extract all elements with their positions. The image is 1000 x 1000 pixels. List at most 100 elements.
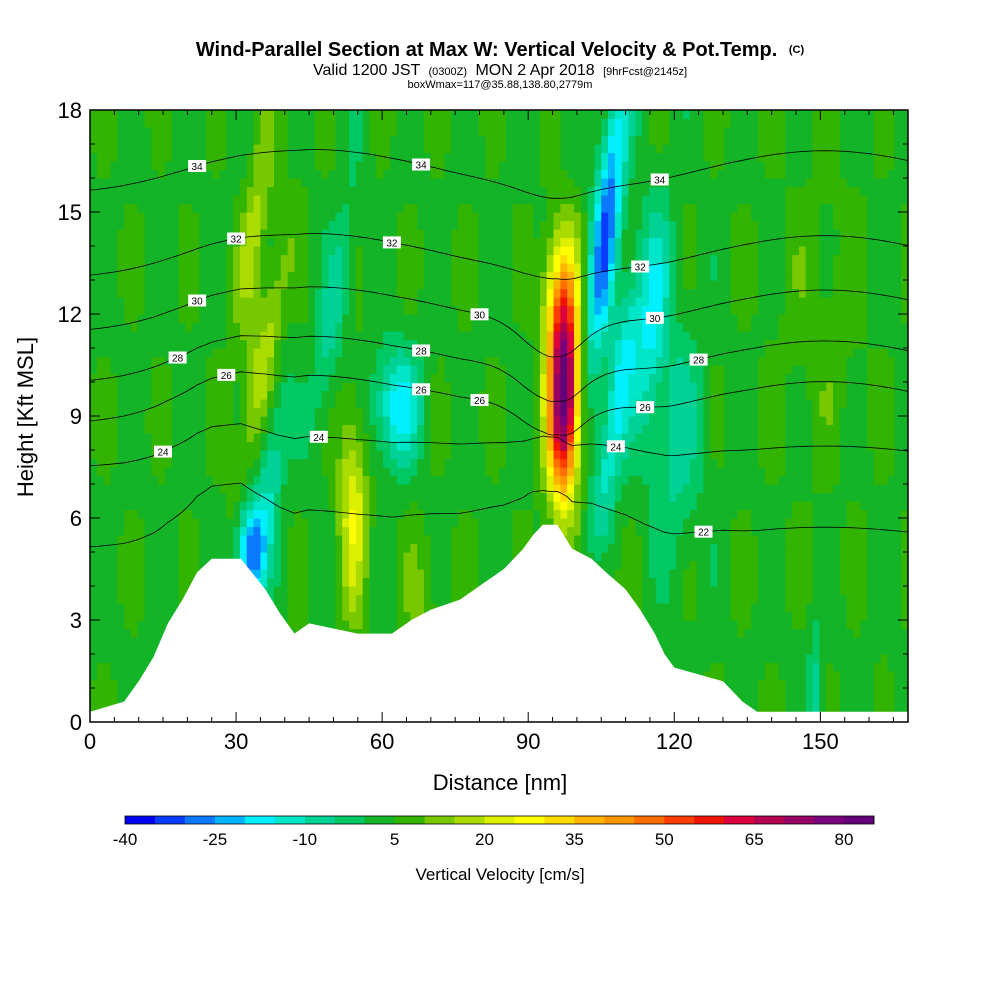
velocity-cell	[471, 365, 480, 375]
velocity-cell	[430, 186, 439, 196]
velocity-cell	[444, 254, 452, 264]
velocity-cell	[485, 127, 493, 137]
velocity-cell	[410, 118, 418, 128]
velocity-cell	[417, 552, 425, 562]
velocity-cell	[362, 365, 371, 375]
velocity-cell	[117, 246, 125, 256]
velocity-cell	[124, 229, 132, 239]
velocity-cell	[90, 169, 98, 179]
velocity-cell	[110, 263, 118, 273]
velocity-cell	[478, 280, 486, 290]
velocity-cell	[144, 645, 152, 655]
velocity-cell	[144, 611, 152, 621]
velocity-cell	[362, 458, 371, 468]
velocity-cell	[430, 501, 439, 511]
velocity-cell	[335, 407, 343, 417]
velocity-cell	[280, 127, 289, 137]
velocity-cell	[212, 135, 221, 145]
velocity-cell	[301, 135, 309, 145]
velocity-cell	[287, 237, 296, 247]
velocity-cell	[219, 416, 227, 426]
velocity-cell	[301, 280, 309, 290]
velocity-cell	[342, 356, 350, 366]
velocity-cell	[130, 314, 139, 324]
velocity-cell	[444, 501, 452, 511]
velocity-cell	[328, 552, 336, 562]
velocity-cell	[492, 526, 500, 536]
velocity-cell	[287, 492, 296, 502]
velocity-cell	[103, 348, 112, 358]
velocity-cell	[424, 594, 432, 604]
velocity-cell	[294, 399, 302, 409]
velocity-cell	[383, 509, 391, 519]
velocity-cell	[512, 373, 521, 383]
velocity-cell	[369, 586, 377, 596]
velocity-cell	[546, 492, 555, 502]
velocity-cell	[233, 424, 241, 434]
velocity-cell	[199, 526, 207, 536]
velocity-cell	[274, 203, 282, 213]
velocity-cell	[335, 603, 343, 613]
velocity-cell	[280, 433, 289, 443]
velocity-cell	[505, 280, 514, 290]
velocity-cell	[294, 433, 302, 443]
velocity-cell	[103, 594, 112, 604]
velocity-cell	[349, 518, 357, 528]
velocity-cell	[171, 365, 180, 375]
velocity-cell	[171, 271, 180, 281]
velocity-cell	[526, 339, 534, 349]
velocity-cell	[526, 152, 534, 162]
velocity-cell	[321, 390, 330, 400]
velocity-cell	[342, 390, 350, 400]
velocity-cell	[137, 144, 146, 154]
velocity-cell	[512, 135, 521, 145]
velocity-cell	[499, 458, 507, 468]
velocity-cell	[171, 246, 180, 256]
velocity-cell	[533, 220, 541, 230]
velocity-cell	[403, 348, 411, 358]
velocity-cell	[321, 535, 330, 545]
velocity-cell	[403, 509, 411, 519]
velocity-cell	[117, 322, 125, 332]
velocity-cell	[185, 492, 193, 502]
velocity-cell	[226, 492, 234, 502]
velocity-cell	[205, 280, 214, 290]
velocity-cell	[267, 254, 275, 264]
velocity-cell	[464, 144, 473, 154]
velocity-cell	[342, 594, 350, 604]
velocity-cell	[369, 212, 377, 222]
velocity-cell	[219, 135, 227, 145]
velocity-cell	[301, 424, 309, 434]
velocity-cell	[471, 348, 480, 358]
velocity-cell	[383, 365, 391, 375]
velocity-cell	[205, 195, 214, 205]
velocity-cell	[512, 390, 521, 400]
velocity-cell	[342, 161, 350, 171]
velocity-cell	[178, 458, 187, 468]
velocity-cell	[492, 552, 500, 562]
velocity-cell	[117, 169, 125, 179]
velocity-cell	[471, 441, 480, 451]
velocity-cell	[485, 229, 493, 239]
velocity-cell	[546, 407, 555, 417]
velocity-cell	[96, 390, 105, 400]
velocity-cell	[519, 543, 527, 553]
velocity-cell	[485, 492, 493, 502]
velocity-cell	[376, 297, 384, 307]
velocity-cell	[117, 662, 125, 672]
velocity-cell	[164, 467, 173, 477]
velocity-cell	[124, 280, 132, 290]
velocity-cell	[103, 390, 112, 400]
velocity-cell	[355, 280, 364, 290]
velocity-cell	[185, 365, 193, 375]
velocity-cell	[103, 620, 112, 630]
velocity-cell	[485, 152, 493, 162]
velocity-cell	[267, 416, 275, 426]
velocity-cell	[410, 229, 418, 239]
velocity-cell	[164, 560, 173, 570]
velocity-cell	[130, 186, 139, 196]
velocity-cell	[192, 373, 200, 383]
velocity-cell	[124, 543, 132, 553]
velocity-cell	[287, 169, 296, 179]
velocity-cell	[117, 254, 125, 264]
